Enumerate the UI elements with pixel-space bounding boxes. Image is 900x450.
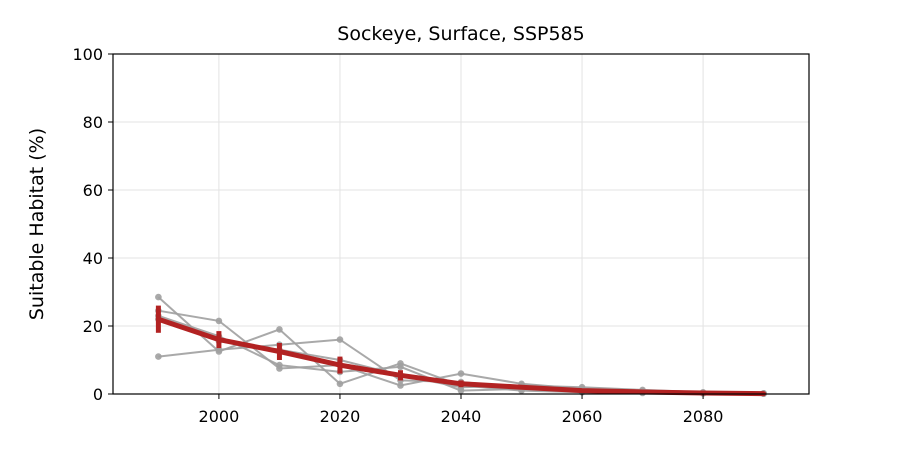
model-run-point bbox=[276, 361, 283, 369]
model-run-point bbox=[397, 382, 404, 389]
model-run-point bbox=[155, 293, 162, 301]
chart-title: Sockeye, Surface, SSP585 bbox=[337, 23, 584, 45]
x-tick-label: 2000 bbox=[199, 407, 240, 426]
model-run-point bbox=[336, 380, 344, 388]
x-tick-label: 2020 bbox=[320, 407, 361, 426]
model-run-point bbox=[457, 370, 465, 377]
x-tick-label: 2080 bbox=[683, 407, 724, 426]
model-run-point bbox=[215, 317, 223, 325]
y-tick-label: 0 bbox=[93, 385, 103, 404]
model-run-point bbox=[276, 326, 283, 333]
model-run-point bbox=[336, 336, 344, 343]
model-run-point bbox=[215, 346, 223, 354]
x-tick-label: 2040 bbox=[441, 407, 482, 426]
x-tick-label: 2060 bbox=[562, 407, 603, 426]
y-tick-label: 60 bbox=[83, 181, 103, 200]
y-tick-label: 80 bbox=[83, 113, 103, 132]
model-run-point bbox=[155, 353, 162, 360]
y-tick-label: 100 bbox=[72, 45, 103, 64]
y-tick-label: 20 bbox=[83, 317, 103, 336]
model-run-point bbox=[397, 363, 404, 371]
y-axis-label: Suitable Habitat (%) bbox=[26, 128, 48, 320]
y-tick-label: 40 bbox=[83, 249, 103, 268]
